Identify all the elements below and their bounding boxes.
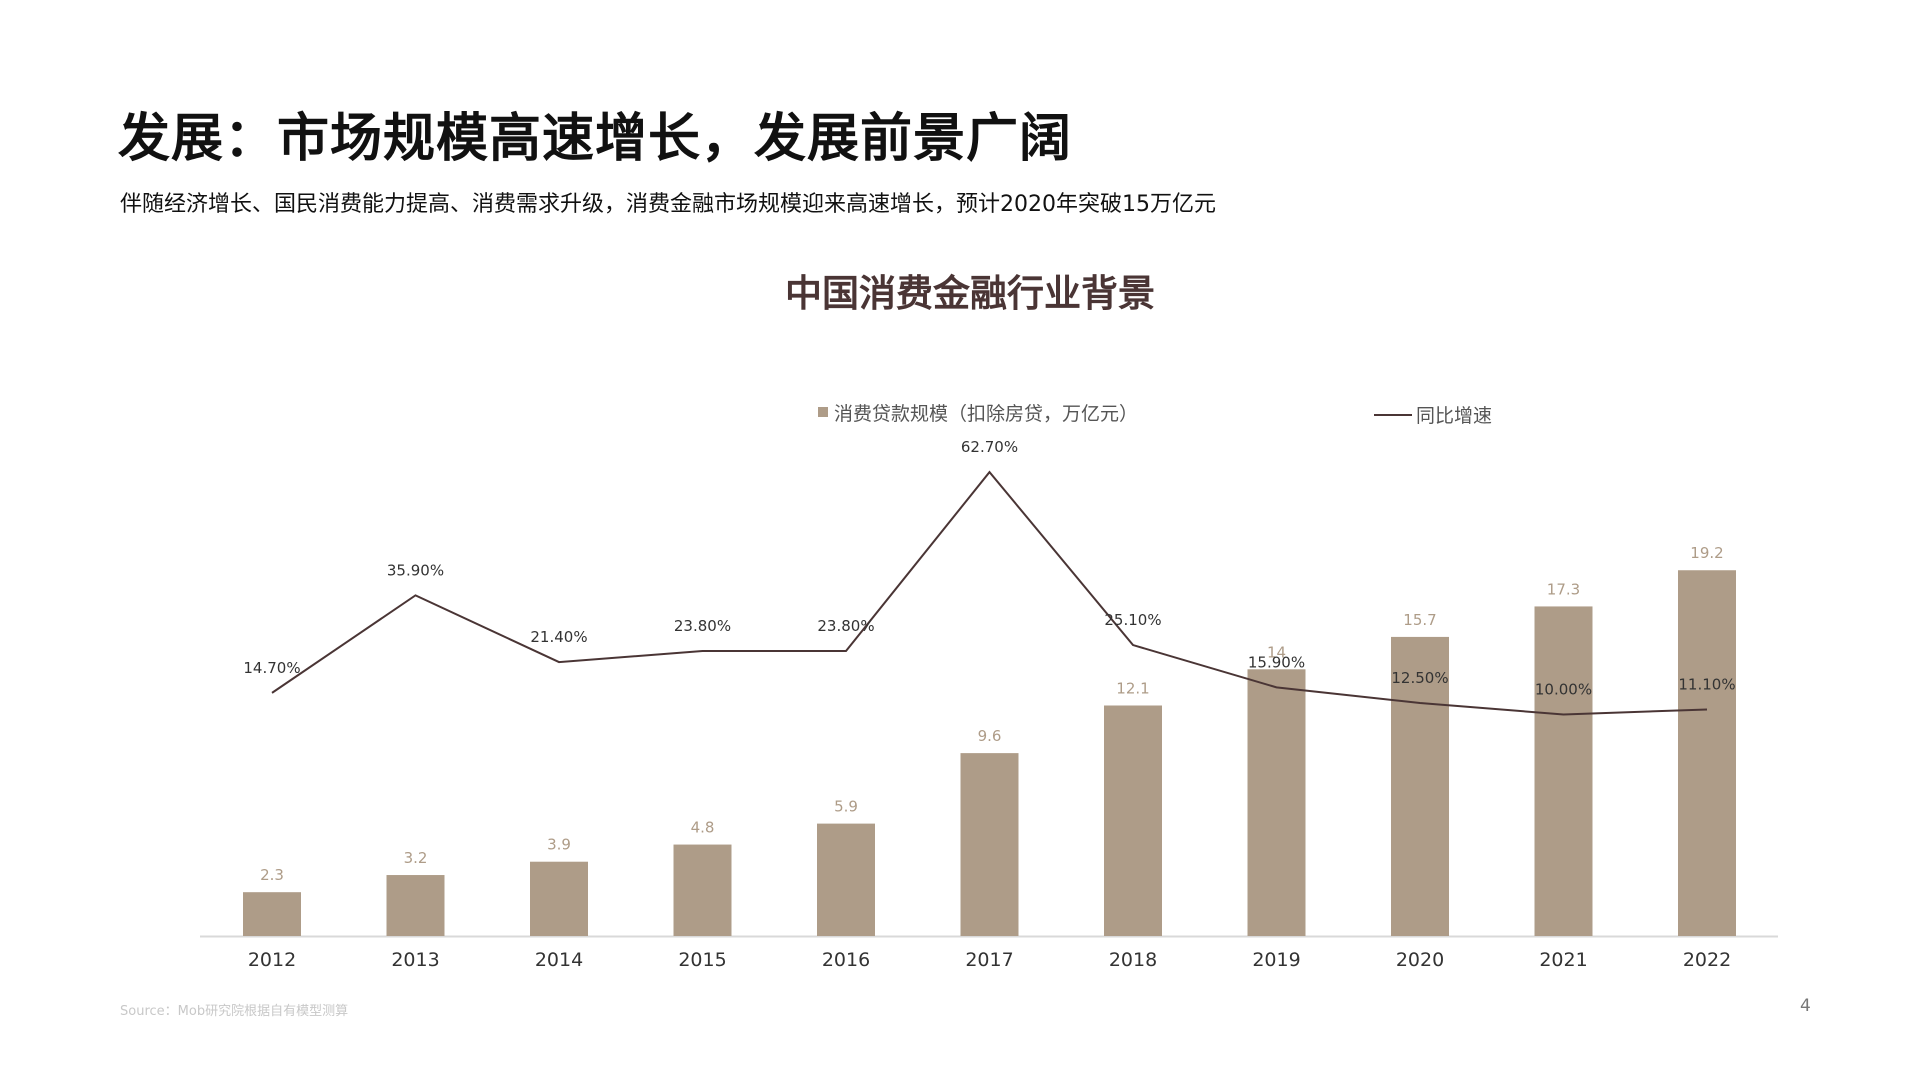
line-label-2012: 14.70%	[243, 659, 300, 677]
bar-label-2017: 9.6	[978, 727, 1002, 745]
bar-2022	[1678, 570, 1736, 936]
bar-2017	[960, 753, 1019, 936]
x-tick-2015: 2015	[678, 949, 726, 971]
x-tick-2016: 2016	[822, 949, 870, 971]
bar-label-2016: 5.9	[834, 798, 858, 816]
x-tick-2012: 2012	[248, 949, 296, 971]
x-tick-2019: 2019	[1252, 949, 1300, 971]
bar-label-2013: 3.2	[404, 849, 428, 867]
line-label-2017: 62.70%	[961, 438, 1018, 456]
bar-label-2019: 14	[1267, 643, 1286, 661]
line-label-2014: 21.40%	[530, 628, 587, 646]
x-tick-2020: 2020	[1396, 949, 1444, 971]
bar-label-2015: 4.8	[691, 819, 715, 837]
bar-2015	[673, 844, 732, 936]
x-tick-2013: 2013	[391, 949, 439, 971]
bar-2012	[243, 892, 301, 936]
page-number: 4	[1800, 996, 1811, 1016]
line-label-2022: 11.10%	[1678, 675, 1735, 693]
bar-2014	[530, 861, 588, 936]
x-tick-2014: 2014	[535, 949, 583, 971]
bar-2019	[1247, 669, 1306, 936]
legend-line-label: 同比增速	[1416, 405, 1492, 427]
x-tick-2018: 2018	[1109, 949, 1157, 971]
line-label-2021: 10.00%	[1535, 681, 1592, 699]
bar-2013	[386, 875, 445, 936]
bar-2016	[817, 823, 875, 936]
growth-line	[271, 470, 1708, 716]
bar-label-2022: 19.2	[1690, 544, 1723, 562]
chart-legend: 消费贷款规模（扣除房贷，万亿元） 同比增速	[818, 403, 1492, 427]
plot-area: 2.3 2012 3.2 2013 3.9 2014 4.8 2015 5.9 2016 9.6 20…	[200, 438, 1778, 971]
x-tick-2022: 2022	[1683, 949, 1731, 971]
page-title: 发展：市场规模高速增长，发展前景广阔	[118, 109, 1073, 169]
line-label-2019: 15.90%	[1248, 653, 1305, 671]
line-label-2013: 35.90%	[387, 561, 444, 579]
source-note: Source：Mob研究院根据自有模型测算	[120, 1004, 349, 1019]
x-tick-2021: 2021	[1539, 949, 1587, 971]
line-label-2020: 12.50%	[1391, 669, 1448, 687]
legend-bar-swatch	[818, 407, 828, 417]
bar-2020	[1391, 636, 1449, 936]
line-label-2016: 23.80%	[817, 617, 874, 635]
line-label-2018: 25.10%	[1104, 611, 1161, 629]
line-label-2015: 23.80%	[674, 617, 731, 635]
bar-label-2018: 12.1	[1116, 679, 1149, 697]
bar-label-2021: 17.3	[1547, 580, 1580, 598]
chart-title: 中国消费金融行业背景	[785, 272, 1155, 315]
page-subtitle: 伴随经济增长、国民消费能力提高、消费需求升级，消费金融市场规模迎来高速增长，预计…	[120, 192, 1216, 217]
bar-label-2020: 15.7	[1403, 611, 1436, 629]
legend-bar-label: 消费贷款规模（扣除房贷，万亿元）	[834, 403, 1138, 425]
x-tick-2017: 2017	[965, 949, 1013, 971]
bar-label-2012: 2.3	[260, 866, 284, 884]
bar-2018	[1104, 705, 1162, 936]
bar-2021	[1534, 606, 1593, 936]
bar-label-2014: 3.9	[547, 836, 571, 854]
